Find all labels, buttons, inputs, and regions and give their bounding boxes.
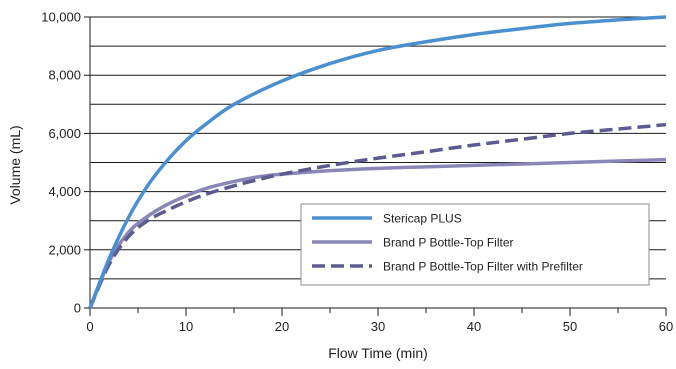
x-tick-label: 0 bbox=[86, 319, 93, 334]
legend: Stericap PLUS Brand P Bottle-Top Filter Br… bbox=[300, 203, 650, 286]
x-tick-label: 20 bbox=[275, 319, 289, 334]
y-tick-label: 8,000 bbox=[48, 68, 81, 83]
series-lines bbox=[88, 15, 667, 309]
y-tick-label: 0 bbox=[74, 301, 81, 316]
x-tick-label: 60 bbox=[659, 319, 673, 334]
y-axis-title: Volume (mL) bbox=[7, 125, 23, 204]
y-tick-label: 2,000 bbox=[48, 242, 81, 257]
legend-label: Stericap PLUS bbox=[383, 212, 462, 226]
series-line-stericap-plus bbox=[88, 15, 667, 309]
x-tick-label: 50 bbox=[563, 319, 577, 334]
legend-label: Brand P Bottle-Top Filter with Prefilter bbox=[383, 260, 583, 274]
series-line-brand-p-prefilter bbox=[88, 122, 667, 309]
x-tick-label: 30 bbox=[371, 319, 385, 334]
legend-label: Brand P Bottle-Top Filter bbox=[383, 236, 514, 250]
x-axis-title: Flow Time (min) bbox=[328, 345, 428, 361]
y-tick-label: 6,000 bbox=[48, 126, 81, 141]
y-tick-label: 10,000 bbox=[41, 10, 81, 25]
axes: 0 2,000 4,000 6,000 8,000 10,000 0 10 20 30 40 50 60 bbox=[41, 10, 673, 335]
y-tick-label: 4,000 bbox=[48, 184, 81, 199]
gridlines bbox=[90, 16, 666, 280]
x-tick-label: 40 bbox=[467, 319, 481, 334]
x-tick-label: 10 bbox=[179, 319, 193, 334]
